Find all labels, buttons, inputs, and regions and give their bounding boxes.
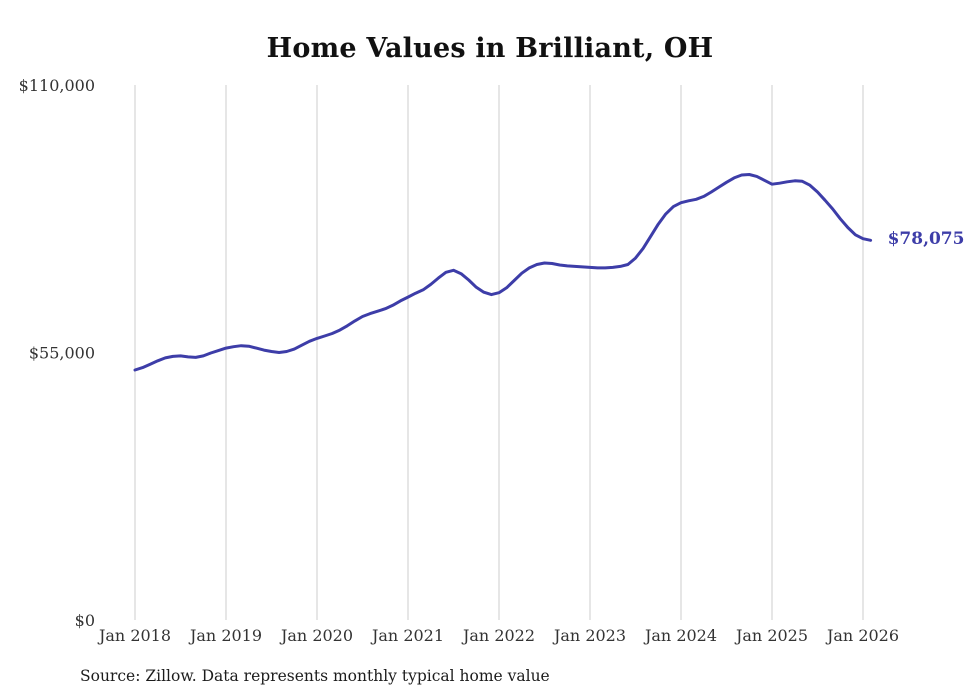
x-tick-label: Jan 2022	[461, 626, 535, 645]
value-line	[133, 173, 873, 372]
y-tick-label: $55,000	[29, 344, 95, 363]
x-tick-label: Jan 2018	[97, 626, 171, 645]
latest-value-label: $78,075	[887, 229, 965, 250]
x-tick-label: Jan 2026	[825, 626, 899, 645]
x-tick-label: Jan 2024	[643, 626, 717, 645]
x-tick-label: Jan 2023	[552, 626, 626, 645]
y-tick-label: $0	[75, 611, 95, 630]
x-tick-label: Jan 2020	[279, 626, 353, 645]
x-tick-label: Jan 2025	[734, 626, 808, 645]
source-note: Source: Zillow. Data represents monthly …	[80, 667, 550, 685]
y-tick-label: $110,000	[19, 76, 95, 95]
x-tick-label: Jan 2021	[370, 626, 444, 645]
x-tick-label: Jan 2019	[188, 626, 262, 645]
chart-title: Home Values in Brilliant, OH	[266, 33, 714, 64]
